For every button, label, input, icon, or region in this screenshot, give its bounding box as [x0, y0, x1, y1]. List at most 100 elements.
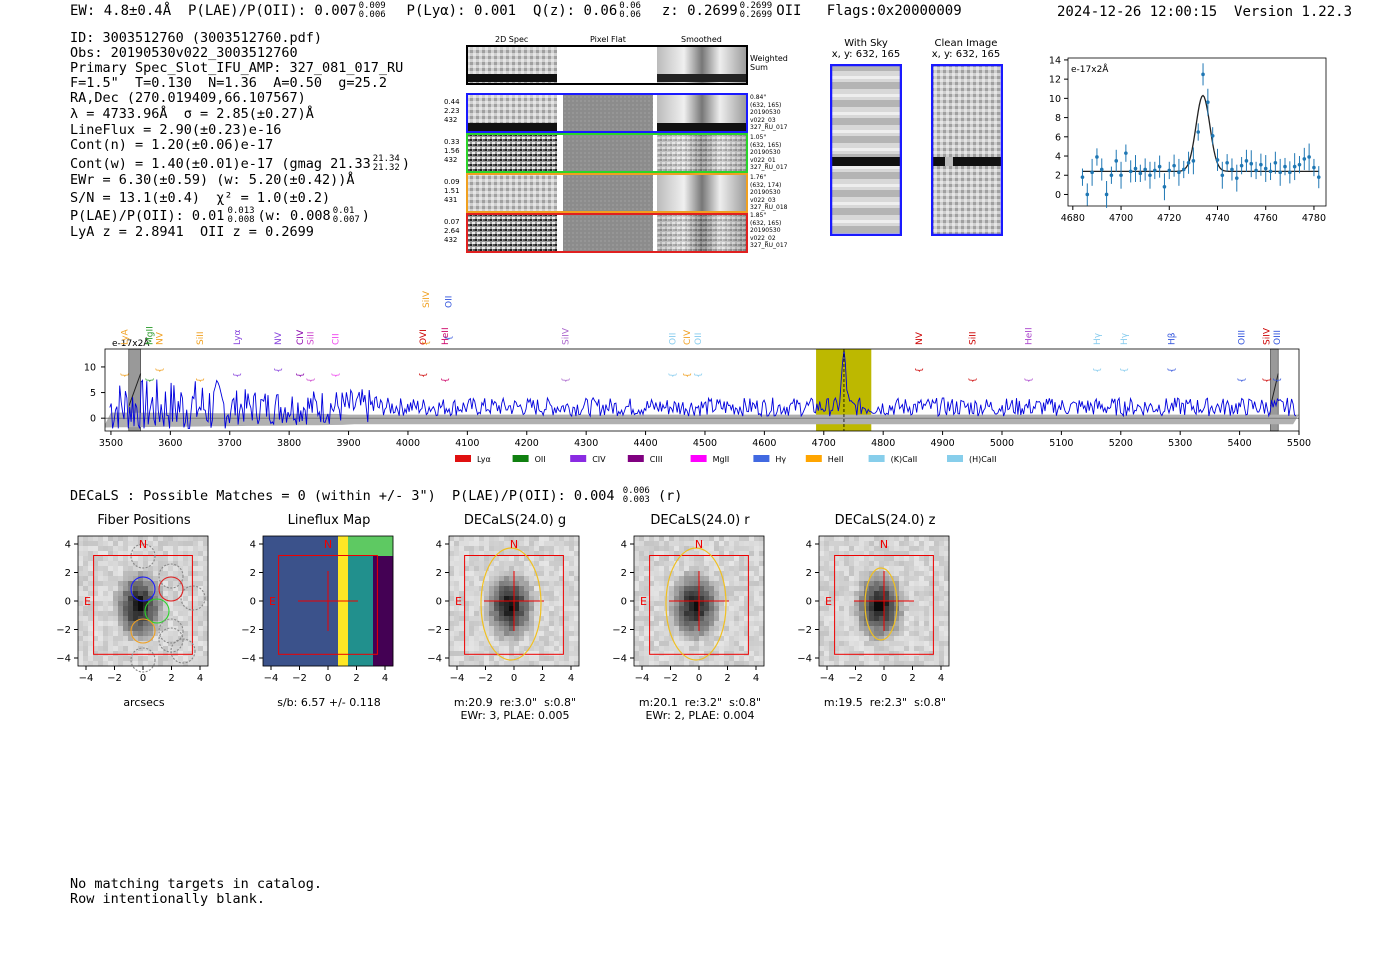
image-pixel: [494, 581, 500, 587]
image-pixel: [534, 621, 540, 627]
image-pixel: [143, 626, 149, 632]
image-pixel: [709, 621, 715, 627]
image-pixel: [914, 571, 920, 577]
lineflux-pixel: [263, 601, 269, 607]
with-sky-image: [830, 64, 902, 236]
image-pixel: [479, 551, 485, 557]
image-pixel: [714, 626, 720, 632]
image-pixel: [874, 656, 880, 662]
image-pixel: [459, 631, 465, 637]
image-pixel: [819, 646, 825, 652]
image-pixel: [684, 606, 690, 612]
image-pixel: [78, 661, 84, 667]
image-pixel: [674, 661, 680, 667]
aperture-box: [278, 555, 378, 655]
plya: P(Lyα): 0.001: [406, 3, 517, 19]
image-pixel: [474, 611, 480, 617]
image-pixel: [939, 616, 945, 622]
image-pixel: [484, 536, 490, 542]
image-pixel: [449, 571, 455, 577]
lineflux-pixel: [263, 606, 269, 612]
source-ellipse: [665, 547, 727, 661]
image-pixel: [554, 636, 560, 642]
image-pixel: [504, 571, 510, 577]
image-pixel: [729, 601, 735, 607]
fit-data-point: [1181, 167, 1186, 172]
image-pixel: [163, 651, 169, 657]
lineflux-pixel: [303, 546, 309, 552]
image-pixel: [203, 546, 209, 552]
lineflux-pixel: [323, 611, 329, 617]
image-pixel: [914, 656, 920, 662]
lineflux-pixel: [343, 581, 349, 587]
lineflux-pixel: [308, 591, 314, 597]
image-pixel: [153, 606, 159, 612]
image-pixel: [449, 581, 455, 587]
lineflux-pixel: [278, 561, 284, 567]
image-pixel: [93, 551, 99, 557]
image-pixel: [824, 626, 830, 632]
lineflux-pixel: [378, 581, 384, 587]
image-pixel: [524, 626, 530, 632]
image-pixel: [924, 576, 930, 582]
image-pixel: [108, 631, 114, 637]
image-pixel: [634, 646, 640, 652]
lineflux-pixel: [318, 606, 324, 612]
image-pixel: [484, 626, 490, 632]
lineflux-pixel: [363, 626, 369, 632]
image-pixel: [158, 606, 164, 612]
image-pixel: [514, 591, 520, 597]
image-pixel: [539, 541, 545, 547]
lineflux-pixel: [333, 581, 339, 587]
image-pixel: [108, 576, 114, 582]
image-pixel: [699, 606, 705, 612]
image-pixel: [469, 566, 475, 572]
image-pixel: [153, 576, 159, 582]
image-pixel: [669, 651, 675, 657]
header-date: 2024-12-26 12:00:15 Version 1.22.3: [1057, 4, 1353, 20]
image-pixel: [509, 566, 515, 572]
image-pixel: [158, 601, 164, 607]
image-pixel: [559, 591, 565, 597]
image-pixel: [539, 586, 545, 592]
lineflux-pixel: [313, 646, 319, 652]
image-pixel: [939, 621, 945, 627]
image-pixel: [549, 596, 555, 602]
image-pixel: [103, 536, 109, 542]
image-pixel: [569, 641, 575, 647]
image-pixel: [889, 596, 895, 602]
image-pixel: [894, 576, 900, 582]
image-pixel: [564, 611, 570, 617]
image-pixel: [554, 661, 560, 667]
lineflux-pixel: [368, 661, 374, 667]
image-pixel: [944, 651, 950, 657]
image-pixel: [459, 556, 465, 562]
image-pixel: [198, 636, 204, 642]
image-pixel: [559, 626, 565, 632]
image-pixel: [193, 631, 199, 637]
image-pixel: [874, 561, 880, 567]
image-pixel: [684, 621, 690, 627]
image-pixel: [844, 596, 850, 602]
image-pixel: [519, 556, 525, 562]
image-pixel: [864, 651, 870, 657]
lineflux-pixel: [273, 551, 279, 557]
image-pixel: [454, 581, 460, 587]
image-pixel: [459, 621, 465, 627]
panel-ytick-label: −2: [427, 625, 442, 636]
fit-data-point: [1167, 168, 1172, 173]
lineflux-pixel: [288, 631, 294, 637]
image-pixel: [479, 556, 485, 562]
image-pixel: [574, 561, 580, 567]
image-pixel: [88, 576, 94, 582]
image-pixel: [173, 536, 179, 542]
image-pixel: [754, 561, 760, 567]
image-pixel: [709, 566, 715, 572]
image-pixel: [564, 656, 570, 662]
lineflux-pixel: [363, 586, 369, 592]
image-pixel: [454, 591, 460, 597]
lineflux-pixel: [268, 591, 274, 597]
image-pixel: [554, 596, 560, 602]
image-pixel: [454, 656, 460, 662]
image-pixel: [193, 561, 199, 567]
